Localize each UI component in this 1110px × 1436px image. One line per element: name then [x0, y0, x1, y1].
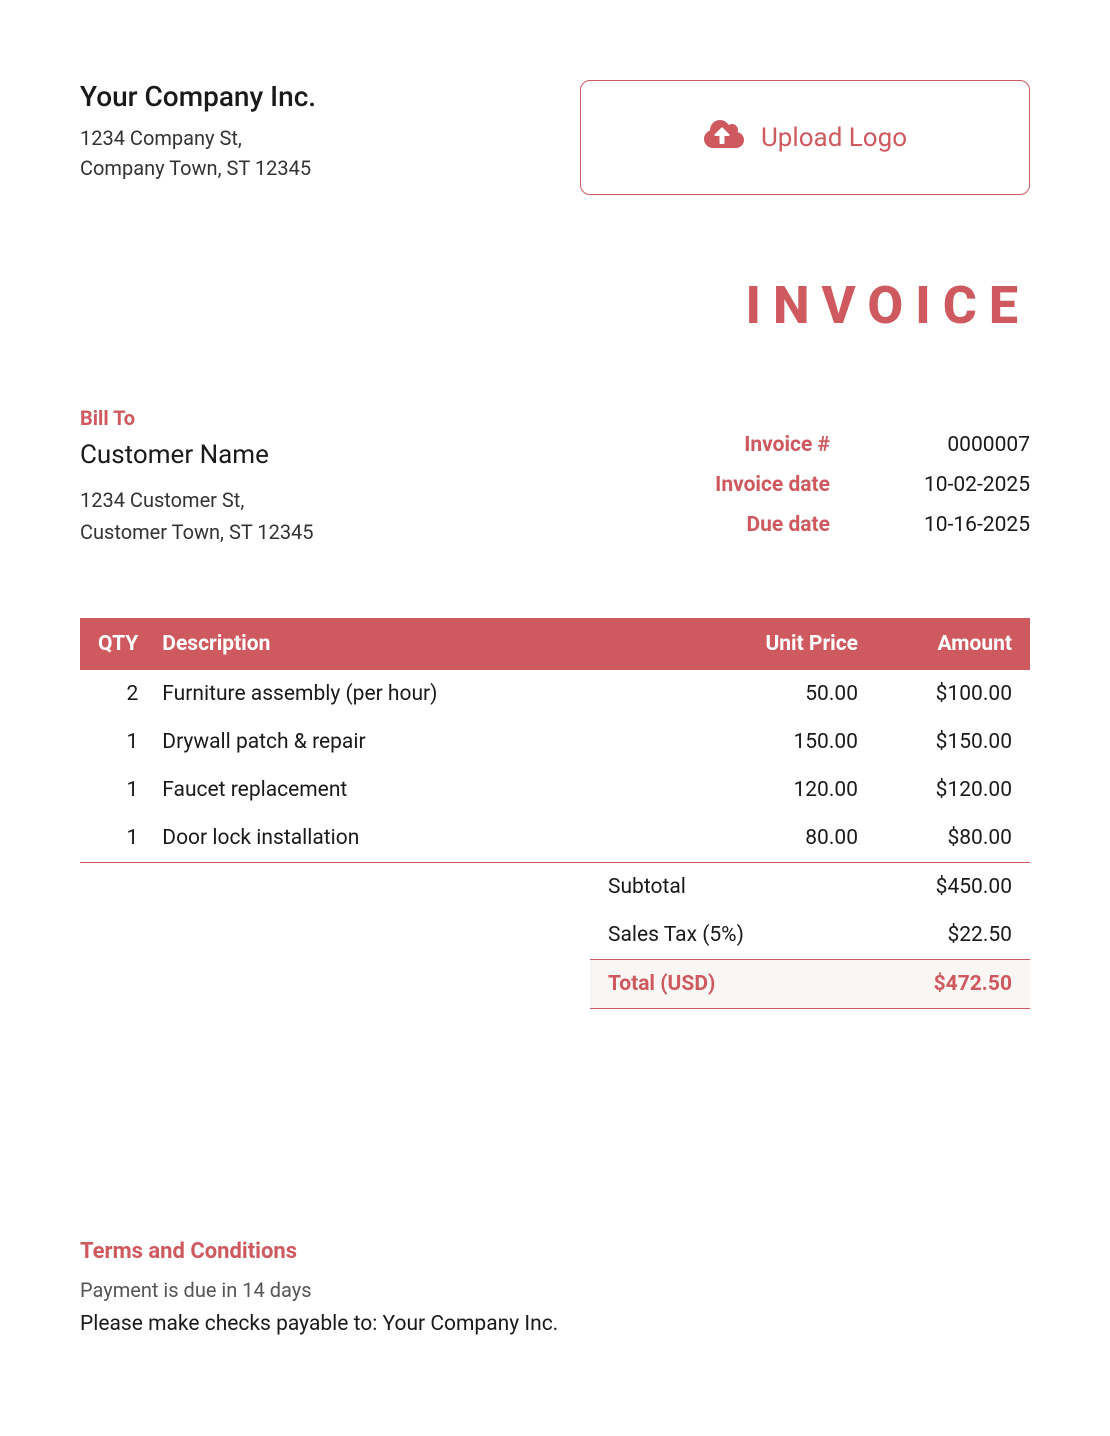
cloud-upload-icon [703, 118, 745, 157]
table-row: 1Faucet replacement120.00$120.00 [80, 766, 1030, 814]
cell-qty: 1 [80, 766, 150, 814]
total-row: Total (USD) $472.50 [590, 960, 1030, 1009]
company-address: 1234 Company St, Company Town, ST 12345 [80, 123, 316, 183]
bill-to-label: Bill To [80, 406, 314, 430]
company-address-line1: 1234 Company St, [80, 123, 316, 153]
tax-row: Sales Tax (5%) $22.50 [590, 911, 1030, 960]
invoice-number-value: 0000007 [890, 426, 1030, 466]
totals-block: Subtotal $450.00 Sales Tax (5%) $22.50 T… [590, 863, 1030, 1009]
col-description: Description [150, 618, 690, 670]
tax-value: $22.50 [947, 923, 1012, 947]
total-label: Total (USD) [608, 972, 715, 996]
header-row: Your Company Inc. 1234 Company St, Compa… [80, 80, 1030, 195]
company-address-line2: Company Town, ST 12345 [80, 153, 316, 183]
cell-qty: 1 [80, 814, 150, 863]
customer-address-line1: 1234 Customer St, [80, 484, 314, 516]
tax-label: Sales Tax (5%) [608, 923, 744, 947]
due-date-label: Due date [670, 506, 830, 546]
cell-unit-price: 80.00 [690, 814, 870, 863]
due-date-value: 10-16-2025 [890, 506, 1030, 546]
company-block: Your Company Inc. 1234 Company St, Compa… [80, 80, 316, 183]
terms-line1: Payment is due in 14 days [80, 1278, 1030, 1302]
document-title: INVOICE [80, 275, 1030, 336]
cell-amount: Faucet replacement [150, 766, 690, 814]
invoice-number-label: Invoice # [670, 426, 830, 466]
terms-title: Terms and Conditions [80, 1239, 1030, 1264]
invoice-date-row: Invoice date 10-02-2025 [670, 466, 1030, 506]
invoice-page: Your Company Inc. 1234 Company St, Compa… [0, 0, 1110, 1436]
customer-address: 1234 Customer St, Customer Town, ST 1234… [80, 484, 314, 548]
cell-amount: Door lock installation [150, 814, 690, 863]
subtotal-value: $450.00 [936, 875, 1012, 899]
line-items-table: QTY Description Unit Price Amount 2Furni… [80, 618, 1030, 863]
terms-block: Terms and Conditions Payment is due in 1… [80, 1239, 1030, 1336]
col-amount: Amount [870, 618, 1030, 670]
total-value: $472.50 [934, 972, 1012, 996]
table-body: 2Furniture assembly (per hour)50.00$100.… [80, 670, 1030, 863]
cell-amount: Furniture assembly (per hour) [150, 670, 690, 718]
bill-to-block: Bill To Customer Name 1234 Customer St, … [80, 406, 314, 548]
table-row: 1Drywall patch & repair150.00$150.00 [80, 718, 1030, 766]
subtotal-label: Subtotal [608, 875, 686, 899]
table-row: 1Door lock installation80.00$80.00 [80, 814, 1030, 863]
subtotal-row: Subtotal $450.00 [590, 863, 1030, 911]
invoice-meta: Invoice # 0000007 Invoice date 10-02-202… [670, 426, 1030, 548]
company-name: Your Company Inc. [80, 80, 316, 113]
invoice-date-label: Invoice date [670, 466, 830, 506]
cell-qty: 2 [80, 670, 150, 718]
cell-qty: 1 [80, 718, 150, 766]
table-row: 2Furniture assembly (per hour)50.00$100.… [80, 670, 1030, 718]
cell-amount: Drywall patch & repair [150, 718, 690, 766]
cell-unit-price: 150.00 [690, 718, 870, 766]
customer-name: Customer Name [80, 440, 314, 470]
col-qty: QTY [80, 618, 150, 670]
upload-logo-label: Upload Logo [761, 123, 907, 153]
cell-unit-price: 50.00 [690, 670, 870, 718]
invoice-date-value: 10-02-2025 [890, 466, 1030, 506]
col-unit-price: Unit Price [690, 618, 870, 670]
customer-address-line2: Customer Town, ST 12345 [80, 516, 314, 548]
meta-row: Bill To Customer Name 1234 Customer St, … [80, 406, 1030, 548]
table-header: QTY Description Unit Price Amount [80, 618, 1030, 670]
upload-logo-button[interactable]: Upload Logo [580, 80, 1030, 195]
invoice-number-row: Invoice # 0000007 [670, 426, 1030, 466]
due-date-row: Due date 10-16-2025 [670, 506, 1030, 546]
terms-line2: Please make checks payable to: Your Comp… [80, 1312, 1030, 1336]
cell-unit-price: 120.00 [690, 766, 870, 814]
